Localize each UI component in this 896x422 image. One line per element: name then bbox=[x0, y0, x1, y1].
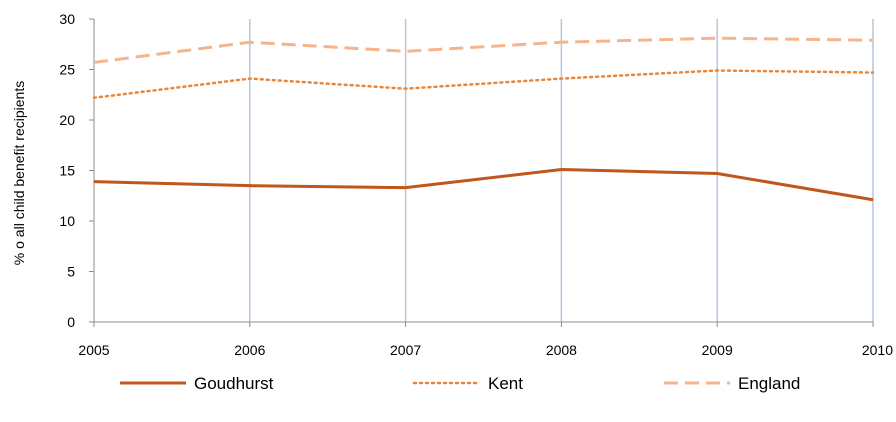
x-tick-label: 2009 bbox=[702, 342, 733, 358]
legend-label: England bbox=[738, 374, 800, 393]
x-tick-label: 2007 bbox=[390, 342, 421, 358]
y-tick-label: 0 bbox=[67, 314, 75, 330]
legend-label: Kent bbox=[488, 374, 523, 393]
series-line-england bbox=[93, 36, 874, 64]
x-tick-label: 2006 bbox=[234, 342, 265, 358]
y-tick-label: 30 bbox=[59, 11, 75, 27]
y-tick-label: 10 bbox=[59, 213, 75, 229]
y-tick-label: 25 bbox=[59, 62, 75, 78]
y-tick-label: 5 bbox=[67, 264, 75, 280]
y-tick-label: 20 bbox=[59, 112, 75, 128]
series-lines bbox=[92, 36, 875, 202]
x-axis-ticks: 2005 2006 2007 2008 2009 2010 bbox=[78, 322, 893, 358]
axes bbox=[93, 19, 873, 323]
x-tick-label: 2008 bbox=[546, 342, 577, 358]
y-axis-label: % o all child benefit recipients bbox=[11, 81, 27, 265]
y-tick-label: 15 bbox=[59, 163, 75, 179]
series-line-kent bbox=[92, 69, 875, 100]
x-tick-label: 2005 bbox=[78, 342, 109, 358]
y-axis-ticks: 0 5 10 15 20 25 30 bbox=[59, 11, 94, 330]
x-tick-label: 2010 bbox=[862, 342, 893, 358]
series-line-goudhurst bbox=[93, 167, 874, 202]
legend-label: Goudhurst bbox=[194, 374, 274, 393]
legend: Goudhurst Kent England bbox=[120, 374, 800, 393]
